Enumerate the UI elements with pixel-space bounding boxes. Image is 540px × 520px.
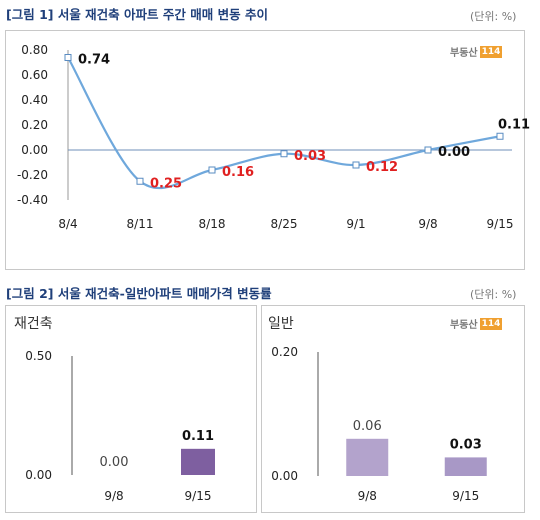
y-tick-label: 0.00	[271, 469, 298, 483]
x-tick-label: 9/1	[346, 217, 365, 231]
figure1-line-chart: 0.80 0.60 0.40 0.20 0.00 -0.20 -0.40 8/4 8/11 8/1…	[17, 43, 530, 231]
y-tick-label: 0.60	[21, 68, 48, 82]
x-tick-label: 9/15	[185, 489, 212, 503]
y-tick-label: -0.40	[17, 193, 48, 207]
data-point	[64, 54, 72, 61]
bar	[346, 438, 389, 476]
x-tick-label: 8/4	[58, 217, 77, 231]
y-tick-label: 0.00	[21, 143, 48, 157]
figure2-title: [그림 2] 서울 재건축-일반아파트 매매가격 변동률	[6, 286, 272, 301]
x-tick-label: 9/8	[418, 217, 437, 231]
data-label: 0.16	[222, 165, 254, 180]
data-point	[352, 161, 360, 169]
figure1-unit-label: (단위: %)	[470, 10, 517, 23]
data-label: 0.00	[438, 145, 470, 160]
bar	[181, 448, 215, 475]
figure1-logo: 부동산 114	[450, 44, 503, 59]
x-tick-label: 9/15	[452, 489, 479, 503]
y-tick-label: 0.20	[21, 118, 48, 132]
x-tick-label: 8/11	[127, 217, 154, 231]
data-label: 0.03	[450, 437, 482, 452]
y-tick-label: 0.50	[25, 349, 52, 363]
data-point	[136, 177, 144, 185]
logo-number: 114	[479, 317, 503, 330]
y-tick-label: -0.20	[17, 168, 48, 182]
data-label: 0.11	[182, 429, 214, 444]
x-tick-label: 8/18	[199, 217, 226, 231]
figure2-unit-label: (단위: %)	[470, 288, 517, 301]
data-point	[496, 132, 504, 140]
y-tick-label: 0.40	[21, 93, 48, 107]
x-tick-label: 9/8	[358, 489, 377, 503]
logo-text: 부동산	[450, 320, 478, 331]
data-point	[280, 150, 288, 158]
x-tick-label: 9/8	[104, 489, 123, 503]
y-tick-label: 0.00	[25, 468, 52, 482]
panel-general-label: 일반	[268, 316, 294, 332]
data-label: 0.00	[100, 455, 129, 470]
bar	[444, 457, 487, 476]
y-tick-label: 0.80	[21, 43, 48, 57]
data-label: 0.25	[150, 176, 182, 191]
figure1-title: [그림 1] 서울 재건축 아파트 주간 매매 변동 추이	[6, 7, 268, 22]
data-point	[424, 146, 432, 154]
logo-number: 114	[479, 45, 503, 58]
data-label: 0.74	[78, 53, 110, 68]
data-label: 0.06	[353, 419, 382, 434]
x-tick-label: 8/25	[271, 217, 298, 231]
y-tick-label: 0.20	[271, 345, 298, 359]
panel-reconstruction	[5, 305, 257, 513]
panel-general	[261, 305, 525, 513]
logo-text: 부동산	[450, 48, 478, 59]
panel-reconstruction-label: 재건축	[14, 316, 53, 332]
x-tick-label: 9/15	[487, 217, 514, 231]
data-label: 0.11	[498, 117, 530, 132]
data-label: 0.03	[294, 149, 326, 164]
data-point	[208, 166, 216, 174]
data-label: 0.12	[366, 160, 398, 175]
figure2-logo: 부동산 114	[450, 316, 503, 331]
